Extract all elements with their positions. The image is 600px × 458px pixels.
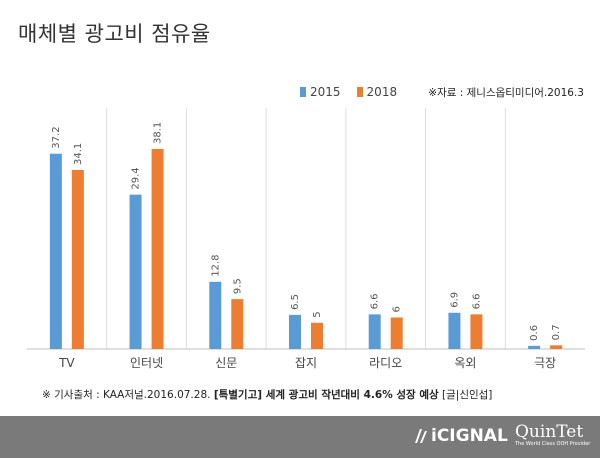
chart-legend: 2015 2018	[300, 85, 413, 99]
bar-2018-7	[550, 345, 563, 349]
icignal-logo: iCIGNAL	[415, 426, 508, 446]
data-label-2018-6: 6.6	[471, 293, 482, 309]
bar-2015-2	[129, 194, 142, 349]
category-label: 잡지	[295, 356, 317, 370]
data-label-2015-5: 6.6	[370, 293, 381, 309]
data-label-2015-1: 37.2	[51, 126, 62, 148]
article-source-footnote: ※ 기사출처 : KAA저널.2016.07.28. [특별기고] 세계 광고비…	[42, 387, 492, 402]
data-label-2015-3: 12.8	[210, 255, 221, 277]
data-label-2018-4: 5	[312, 311, 323, 317]
footer-bar: iCIGNAL QuinTet The World Class OOH Prov…	[0, 416, 600, 458]
data-label-2018-5: 6	[392, 306, 403, 312]
bar-2018-5	[390, 317, 403, 349]
bar-2018-6	[470, 314, 483, 349]
bar-2018-4	[311, 322, 323, 349]
data-label-2015-2: 29.4	[131, 167, 142, 189]
data-label-2018-3: 9.5	[232, 278, 243, 294]
bar-2018-2	[151, 148, 164, 349]
data-label-2015-4: 6.5	[290, 294, 301, 310]
chart-title: 매체별 광고비 점유율	[18, 22, 211, 46]
legend-swatch-2015	[300, 87, 306, 97]
footnote-prefix: ※ 기사출처 : KAA저널.2016.07.28.	[42, 389, 214, 401]
source-note: ※자료 : 제니스옵티미디어.2016.3	[428, 87, 584, 99]
bar-2015-5	[368, 314, 381, 349]
quintet-wordmark: QuinTet	[515, 422, 584, 442]
category-label: 신문	[215, 356, 237, 370]
category-label: 라디오	[369, 356, 402, 370]
bar-2015-3	[209, 281, 222, 349]
bar-2015-1	[49, 153, 62, 349]
quintet-logo: QuinTet The World Class OOH Provider	[515, 422, 592, 447]
bar-2018-3	[231, 299, 244, 349]
bar-2015-7	[528, 345, 541, 349]
legend-swatch-2018	[356, 87, 363, 97]
category-label: 극장	[534, 356, 556, 370]
category-label: 인터넷	[130, 356, 163, 370]
data-label-2015-7: 0.6	[529, 325, 540, 341]
bar-2018-1	[71, 169, 84, 349]
icignal-mark-icon	[415, 429, 427, 443]
footnote-author: [글|신인섭]	[438, 389, 493, 401]
data-label-2018-7: 0.7	[551, 324, 562, 340]
data-label-2018-1: 34.1	[73, 143, 84, 165]
legend-label-2018: 2018	[366, 85, 398, 99]
data-label-2018-2: 38.1	[153, 122, 164, 144]
legend-label-2015: 2015	[310, 85, 341, 99]
quintet-tagline: The World Class OOH Provider	[515, 441, 591, 447]
footnote-article-title: [특별기고] 세계 광고비 작년대비 4.6% 성장 예상	[213, 389, 439, 401]
category-label: TV	[58, 356, 75, 370]
icignal-wordmark: iCIGNAL	[431, 426, 508, 446]
data-label-2015-6: 6.9	[449, 292, 460, 308]
legend-item-2018: 2018	[356, 85, 398, 99]
bar-chart: 37.2 34.1 TV 29.4 38.1 인터넷 12.8 9.5 신문 6.5 5 잡지 6.6 6…	[27, 108, 585, 370]
legend-item-2015: 2015	[300, 85, 341, 99]
category-label: 옥외	[454, 356, 476, 370]
bar-2015-4	[289, 314, 301, 349]
bar-2015-6	[448, 312, 461, 349]
